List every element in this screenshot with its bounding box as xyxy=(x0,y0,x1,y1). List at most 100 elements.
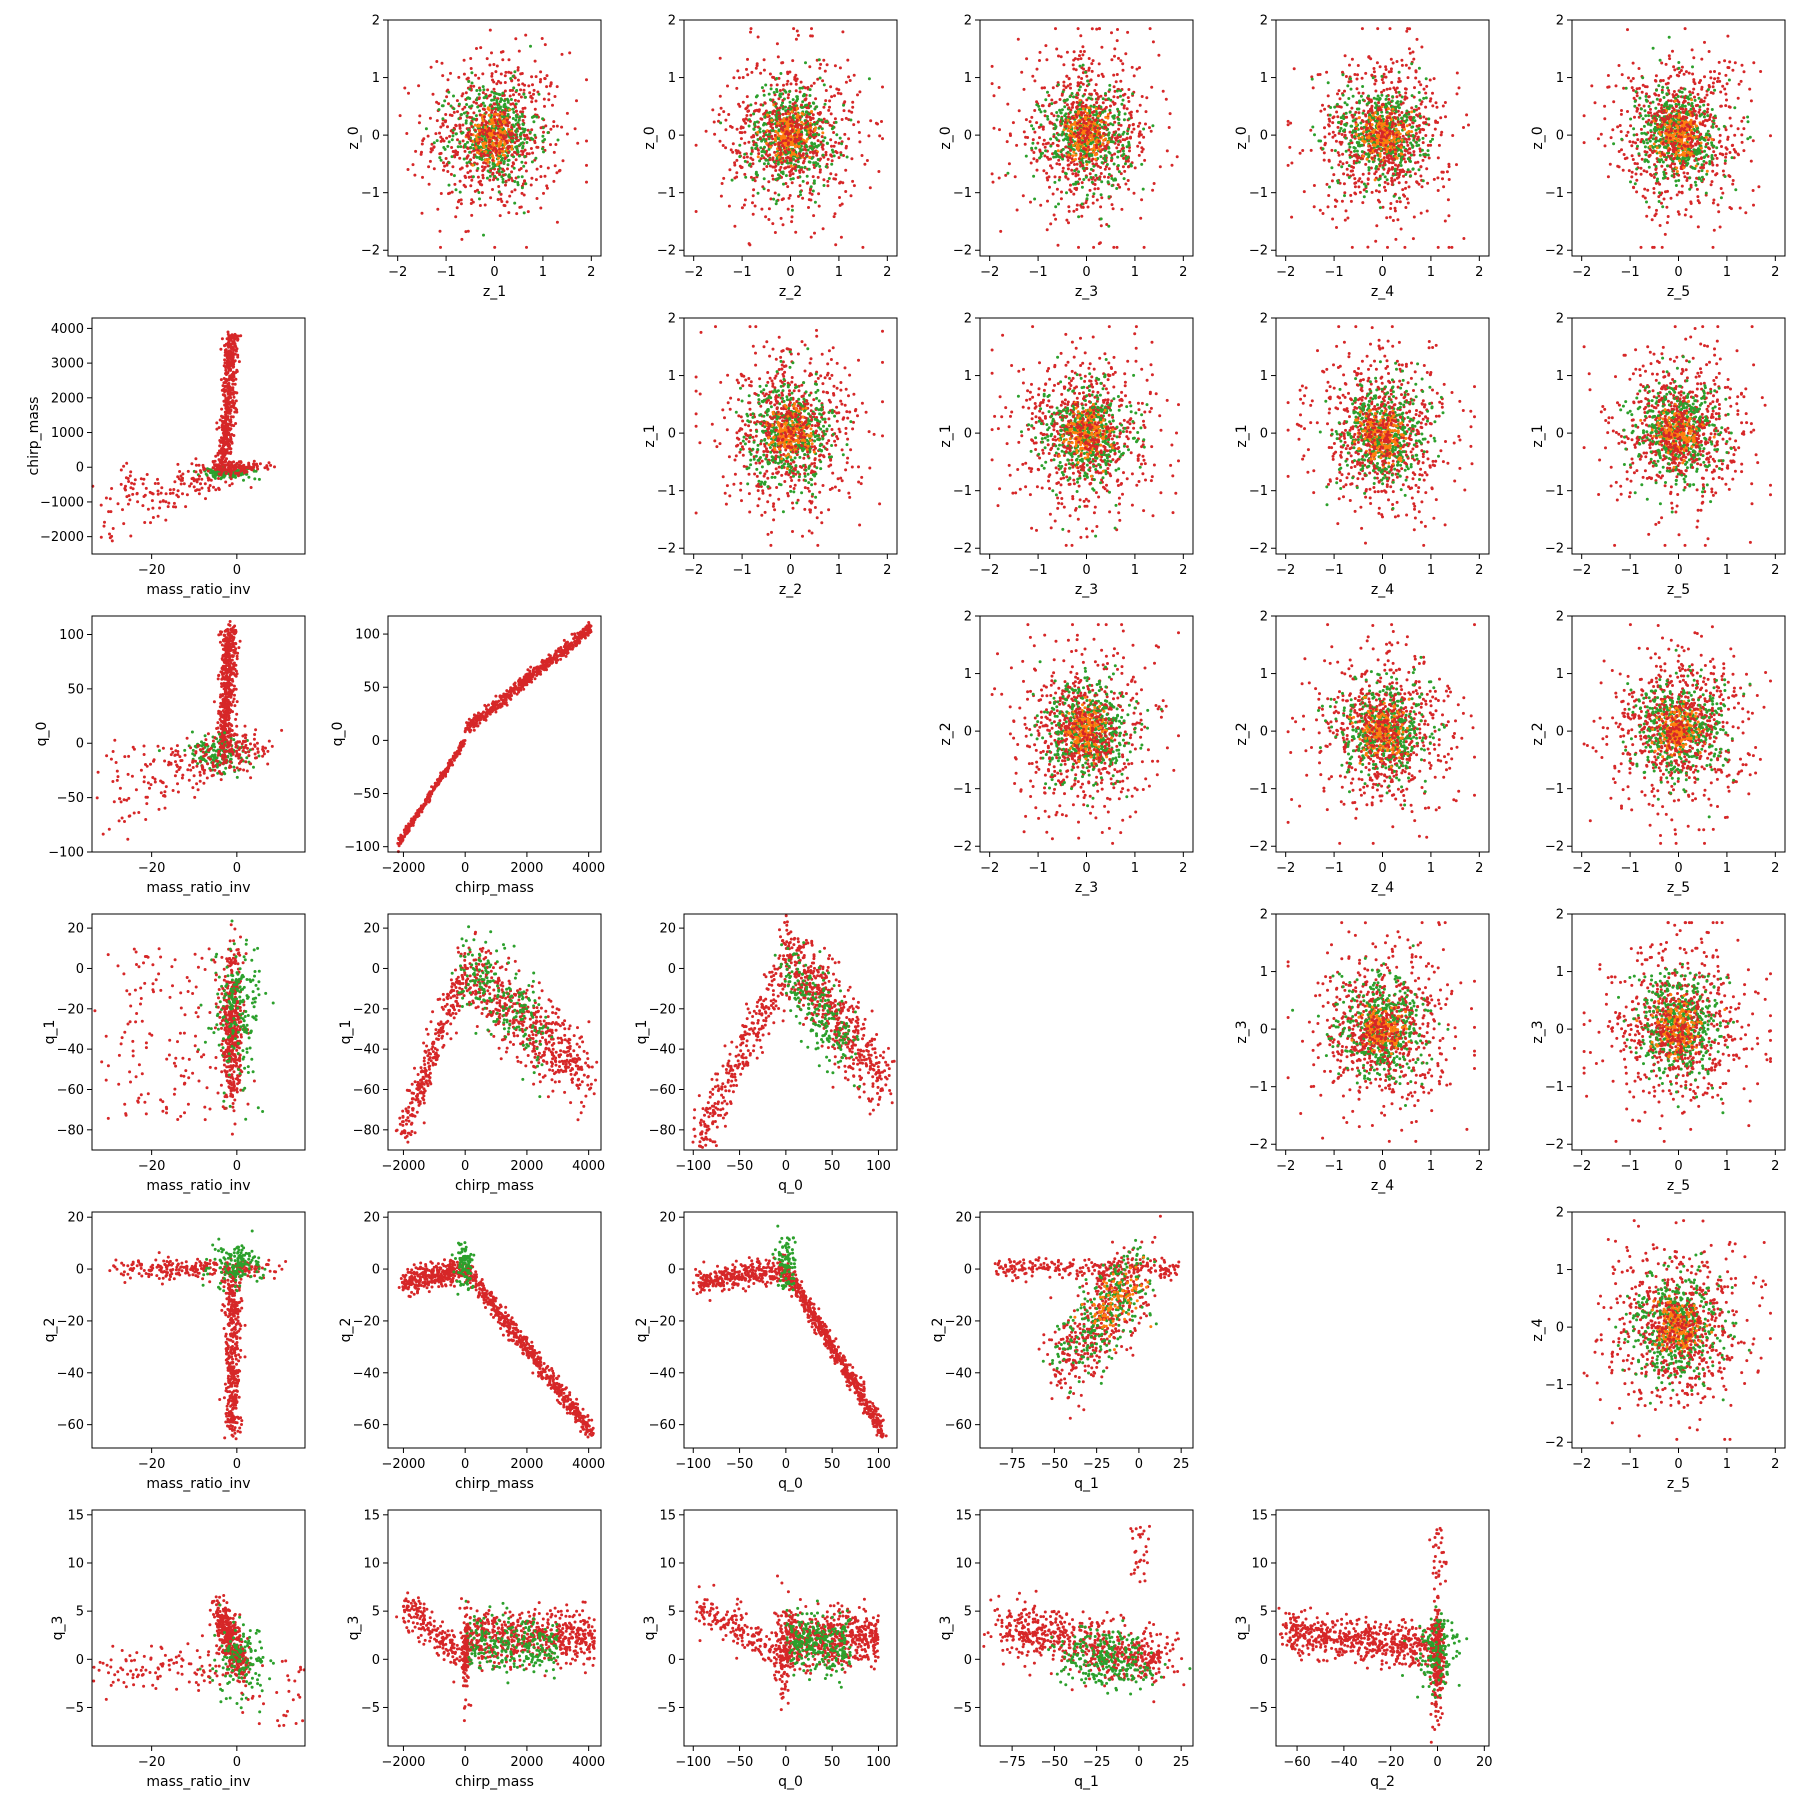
point-red xyxy=(1070,169,1073,172)
point-green xyxy=(1054,127,1057,130)
point-green xyxy=(518,115,521,118)
point-red xyxy=(520,150,523,153)
point-green xyxy=(1404,173,1407,176)
point-red xyxy=(479,180,482,183)
point-red xyxy=(787,137,790,140)
point-red xyxy=(827,109,830,112)
point-red xyxy=(822,178,825,181)
point-green xyxy=(466,114,469,117)
point-red xyxy=(724,128,727,131)
point-green xyxy=(1349,77,1352,80)
point-red xyxy=(1440,133,1443,136)
point-red xyxy=(837,92,840,95)
point-red xyxy=(773,166,776,169)
point-red xyxy=(1095,28,1098,31)
point-red xyxy=(1076,127,1079,130)
point-red xyxy=(1367,97,1370,100)
point-red xyxy=(1343,191,1346,194)
point-red xyxy=(585,140,588,143)
point-red xyxy=(1330,149,1333,152)
point-green xyxy=(752,112,755,115)
point-green xyxy=(1108,84,1111,87)
point-red xyxy=(797,176,800,179)
point-red xyxy=(786,80,789,83)
point-red xyxy=(1424,134,1427,137)
point-green xyxy=(482,85,485,88)
point-green xyxy=(541,117,544,120)
point-green xyxy=(498,93,501,96)
point-red xyxy=(752,162,755,165)
point-red xyxy=(1077,132,1080,135)
point-green xyxy=(471,82,474,85)
point-red xyxy=(1388,70,1391,73)
point-red xyxy=(506,167,509,170)
point-red xyxy=(763,101,766,104)
point-red xyxy=(774,143,777,146)
point-green xyxy=(1398,91,1401,94)
point-green xyxy=(1385,95,1388,98)
point-green xyxy=(1103,110,1106,113)
point-green xyxy=(502,162,505,165)
point-red xyxy=(486,121,489,124)
point-green xyxy=(1361,144,1364,147)
point-red xyxy=(799,90,802,93)
point-red xyxy=(1166,149,1169,152)
point-red xyxy=(414,150,417,153)
point-green xyxy=(1407,135,1410,138)
point-green xyxy=(465,103,468,106)
point-red xyxy=(507,71,510,74)
point-red xyxy=(499,214,502,217)
point-red xyxy=(1351,58,1354,61)
point-red xyxy=(1033,79,1036,82)
point-green xyxy=(496,104,499,107)
point-red xyxy=(1344,219,1347,222)
point-red xyxy=(479,204,482,207)
point-green xyxy=(1402,146,1405,149)
point-red xyxy=(449,72,452,75)
point-green xyxy=(1085,176,1088,179)
point-red xyxy=(772,178,775,181)
point-red xyxy=(760,208,763,211)
point-red xyxy=(1429,144,1432,147)
point-red xyxy=(1140,146,1143,149)
point-red xyxy=(1082,111,1085,114)
point-green xyxy=(1109,99,1112,102)
point-red xyxy=(786,83,789,86)
point-green xyxy=(501,171,504,174)
point-red xyxy=(461,92,464,95)
point-red xyxy=(1353,73,1356,76)
point-red xyxy=(1395,95,1398,98)
point-orange xyxy=(757,155,760,158)
point-red xyxy=(535,146,538,149)
point-red xyxy=(1399,200,1402,203)
point-red xyxy=(1039,204,1042,207)
point-red xyxy=(1366,246,1369,249)
point-green xyxy=(1107,225,1110,228)
point-green xyxy=(833,154,836,157)
point-red xyxy=(1047,94,1050,97)
point-red xyxy=(481,174,484,177)
point-orange xyxy=(796,107,799,110)
point-red xyxy=(1410,106,1413,109)
point-red xyxy=(1085,167,1088,170)
point-red xyxy=(841,30,844,33)
point-red xyxy=(1319,209,1322,212)
point-red xyxy=(1403,246,1406,249)
point-green xyxy=(1121,154,1124,157)
point-red xyxy=(1073,163,1076,166)
point-red xyxy=(1148,126,1151,129)
point-red xyxy=(535,75,538,78)
point-green xyxy=(812,161,815,164)
point-red xyxy=(740,166,743,169)
point-red xyxy=(459,180,462,183)
point-green xyxy=(499,167,502,170)
point-green xyxy=(1064,112,1067,115)
point-red xyxy=(1343,182,1346,185)
point-red xyxy=(1117,128,1120,131)
point-green xyxy=(1118,118,1121,121)
point-red xyxy=(763,69,766,72)
point-red xyxy=(1090,93,1093,96)
point-green xyxy=(1142,188,1145,191)
point-green xyxy=(1123,177,1126,180)
point-green xyxy=(815,105,818,108)
